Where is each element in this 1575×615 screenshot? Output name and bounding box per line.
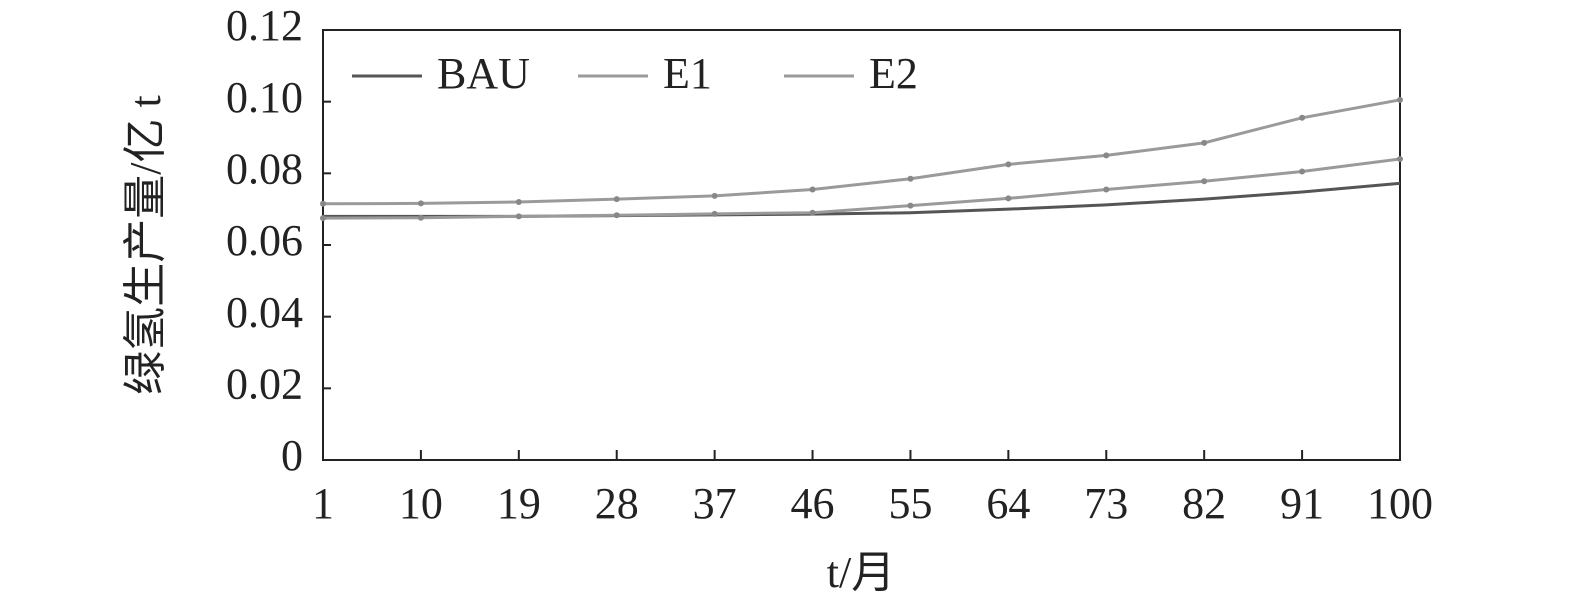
y-tick-label: 0.04 [226,288,303,337]
x-tick-label: 46 [791,479,835,528]
y-tick-label: 0.02 [226,359,303,408]
point [907,175,914,182]
point [417,214,424,221]
point [1005,161,1012,168]
x-axis-label: t/月 [827,548,895,597]
x-tick-label: 82 [1182,479,1226,528]
point [515,213,522,220]
point [613,212,620,219]
x-tick-label: 55 [888,479,932,528]
y-axis-label: 绿氢生产量/亿 t [121,95,170,394]
series-line [322,98,1401,206]
x-tick-label: 37 [693,479,737,528]
legend-label: BAU [437,49,530,98]
x-tick-label: 28 [595,479,639,528]
x-tick-label: 64 [986,479,1030,528]
point [907,202,914,209]
point [320,215,326,222]
y-tick-label: 0.12 [226,1,303,50]
point [320,200,326,207]
x-tick-label: 19 [497,479,541,528]
x-tick-label: 91 [1280,479,1324,528]
x-tick-label: 1 [312,479,334,528]
point [809,186,816,193]
point [515,199,522,205]
x-tick-label: 100 [1367,479,1433,528]
point [1103,186,1110,193]
x-tick-label: 73 [1084,479,1128,528]
point [417,200,424,207]
point [1005,195,1012,202]
point [1299,168,1306,175]
point [809,209,816,216]
point [711,192,718,199]
y-tick-label: 0.08 [226,144,303,193]
series-line [323,181,1401,218]
point [1201,178,1208,185]
point [1103,152,1110,159]
legend-label: E1 [663,49,712,98]
point [1397,156,1403,162]
point [711,210,718,217]
y-tick-label: 0 [281,431,303,480]
point [1299,114,1306,121]
x-tick-label: 10 [399,479,443,528]
point [1201,139,1208,146]
y-tick-label: 0.06 [226,216,303,265]
point [613,196,620,203]
legend-label: E2 [869,49,918,98]
series-line [322,157,1401,220]
y-tick-label: 0.10 [226,73,303,122]
point [1397,96,1403,103]
